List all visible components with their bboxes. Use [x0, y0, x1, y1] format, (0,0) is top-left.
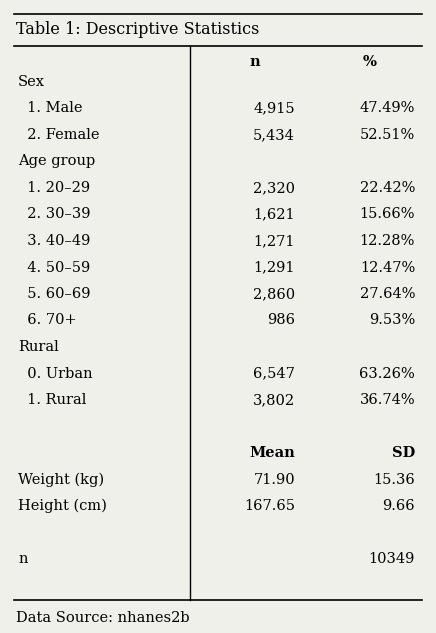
Text: 15.36: 15.36 [373, 472, 415, 487]
Text: 12.47%: 12.47% [360, 261, 415, 275]
Text: n: n [250, 55, 260, 69]
Text: 9.53%: 9.53% [369, 313, 415, 327]
Text: 9.66: 9.66 [382, 499, 415, 513]
Text: 15.66%: 15.66% [360, 208, 415, 222]
Text: 1. Rural: 1. Rural [18, 393, 86, 407]
Text: 71.90: 71.90 [253, 472, 295, 487]
Text: 63.26%: 63.26% [359, 367, 415, 380]
Text: 3,802: 3,802 [253, 393, 295, 407]
Text: Table 1: Descriptive Statistics: Table 1: Descriptive Statistics [16, 22, 259, 39]
Text: Sex: Sex [18, 75, 45, 89]
Text: SD: SD [392, 446, 415, 460]
Text: 10349: 10349 [368, 552, 415, 566]
Text: n: n [18, 552, 27, 566]
Text: 5. 60–69: 5. 60–69 [18, 287, 91, 301]
Text: 2. 30–39: 2. 30–39 [18, 208, 91, 222]
Text: %: % [363, 55, 377, 69]
Text: 1,271: 1,271 [253, 234, 295, 248]
Text: 2,860: 2,860 [253, 287, 295, 301]
Text: 167.65: 167.65 [244, 499, 295, 513]
Text: Data Source: nhanes2b: Data Source: nhanes2b [16, 611, 190, 625]
Text: 6. 70+: 6. 70+ [18, 313, 77, 327]
Text: 22.42%: 22.42% [360, 181, 415, 195]
Text: 12.28%: 12.28% [360, 234, 415, 248]
Text: 2,320: 2,320 [253, 181, 295, 195]
Text: 4. 50–59: 4. 50–59 [18, 261, 90, 275]
Text: 1,291: 1,291 [253, 261, 295, 275]
Text: 6,547: 6,547 [253, 367, 295, 380]
Text: 1. 20–29: 1. 20–29 [18, 181, 90, 195]
Text: 52.51%: 52.51% [360, 128, 415, 142]
Text: 3. 40–49: 3. 40–49 [18, 234, 90, 248]
Text: Mean: Mean [249, 446, 295, 460]
Text: Age group: Age group [18, 154, 95, 168]
Text: Rural: Rural [18, 340, 59, 354]
Text: 1. Male: 1. Male [18, 101, 82, 115]
Text: 47.49%: 47.49% [360, 101, 415, 115]
Text: Height (cm): Height (cm) [18, 499, 107, 513]
Text: 986: 986 [267, 313, 295, 327]
Text: 4,915: 4,915 [253, 101, 295, 115]
Text: 5,434: 5,434 [253, 128, 295, 142]
Text: 1,621: 1,621 [253, 208, 295, 222]
Text: 36.74%: 36.74% [359, 393, 415, 407]
Text: 0. Urban: 0. Urban [18, 367, 92, 380]
Text: Weight (kg): Weight (kg) [18, 472, 104, 487]
Text: 2. Female: 2. Female [18, 128, 99, 142]
Text: 27.64%: 27.64% [360, 287, 415, 301]
